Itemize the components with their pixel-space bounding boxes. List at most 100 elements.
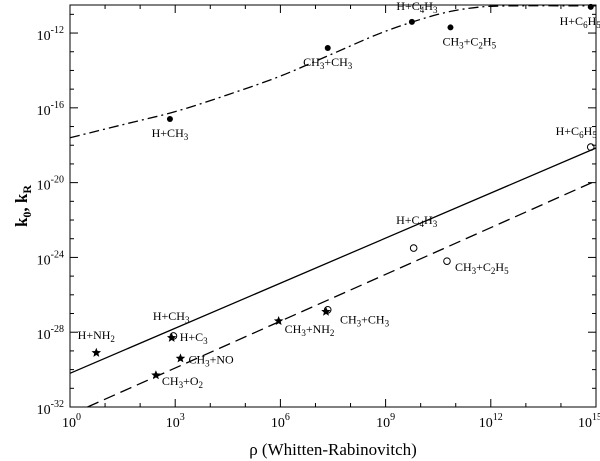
fit-line-dashed [87, 180, 597, 408]
point-label-subscript: 3 [301, 328, 306, 338]
x-tick-label: 106 [271, 412, 290, 431]
point-label-text: CH [303, 55, 320, 69]
point-label-text: +C [464, 34, 479, 48]
point-label-subscript: 3 [320, 61, 325, 71]
x-tick-label-base: 10 [271, 416, 285, 431]
point-label-text: H [495, 260, 504, 274]
point-label-text: CH [285, 322, 302, 336]
point-label-text: CH [455, 260, 472, 274]
point-label-text: H+C [396, 213, 419, 227]
plot-frame [69, 4, 597, 408]
point-label-subscript: 4 [420, 219, 425, 229]
point-label: H+C6H5 [556, 124, 598, 140]
data-point-star [166, 332, 177, 342]
point-label-subscript: 5 [592, 130, 597, 140]
x-tick-label-exponent: 12 [493, 412, 503, 423]
point-label-text: H [584, 124, 593, 138]
data-point-star [175, 353, 186, 363]
point-label-subscript: 3 [433, 5, 438, 15]
point-label-text: H+C [180, 330, 203, 344]
y-axis-label-sub1: 0 [20, 212, 34, 218]
point-label-subscript: 3 [348, 61, 353, 71]
data-point-filled [408, 18, 415, 25]
y-axis-label-main: k [12, 217, 31, 227]
y-tick-label-base: 10 [37, 403, 51, 418]
point-label-text: H+CH [153, 309, 185, 323]
x-tick-label-base: 10 [62, 416, 76, 431]
point-label-subscript: 5 [492, 40, 497, 50]
y-tick-label: 10-16 [37, 100, 64, 119]
x-tick-label-exponent: 6 [285, 412, 290, 423]
x-tick-label: 1012 [479, 412, 503, 431]
point-label-text: CH [162, 374, 179, 388]
point-label-subscript: 2 [491, 266, 496, 276]
point-label-subscript: 2 [330, 328, 335, 338]
data-point-filled [587, 3, 594, 10]
point-label: H+CH3 [152, 126, 189, 142]
point-label-subscript: 2 [110, 334, 115, 344]
point-label-text: +NH [306, 322, 330, 336]
point-label-text: +O [183, 374, 199, 388]
point-label-text: +C [476, 260, 491, 274]
y-tick-label-base: 10 [37, 179, 51, 194]
y-axis-label-sub2: R [20, 185, 34, 194]
y-tick-label-exponent: -24 [51, 249, 64, 260]
point-label-text: H+C [560, 14, 583, 28]
point-label-subscript: 3 [185, 315, 190, 325]
y-tick-label: 10-12 [37, 25, 64, 44]
y-tick-label: 10-24 [37, 249, 64, 268]
point-label-subscript: 5 [504, 266, 509, 276]
x-tick-label: 100 [62, 412, 81, 431]
data-point-filled [166, 116, 173, 123]
point-label-subscript: 2 [478, 40, 483, 50]
point-label-subscript: 3 [203, 336, 208, 346]
x-tick-label-exponent: 0 [76, 412, 81, 423]
point-label-text: CH [188, 352, 205, 366]
point-label: CH3+CH3 [340, 313, 390, 329]
y-tick-label: 10-20 [37, 175, 64, 194]
y-tick-label: 10-28 [37, 324, 64, 343]
x-tick-label-base: 10 [578, 416, 592, 431]
point-label-text: H+C [396, 0, 419, 13]
fit-line-dash-dot [69, 5, 597, 139]
point-label-text: H+C [556, 124, 579, 138]
point-label: CH3+C2H5 [442, 34, 496, 50]
y-tick-label-exponent: -20 [51, 175, 64, 186]
y-tick-label-exponent: -32 [51, 399, 64, 410]
point-label-text: H [588, 14, 597, 28]
x-tick-label: 103 [166, 412, 185, 431]
data-point-filled [324, 45, 331, 52]
point-label-text: H [424, 213, 433, 227]
point-label: CH3+NO [188, 352, 234, 368]
point-label-text: H+CH [152, 126, 184, 140]
data-point-star [91, 347, 102, 357]
x-tick-label-base: 10 [479, 416, 493, 431]
y-tick-label: 10-32 [37, 399, 64, 418]
point-label-subscript: 3 [472, 266, 477, 276]
point-label-text: CH [442, 34, 459, 48]
y-axis-label-sep: , k [12, 193, 31, 212]
point-label-subscript: 2 [199, 380, 204, 390]
point-label: H+C3 [180, 330, 208, 346]
data-point-star [273, 315, 284, 326]
y-tick-label-base: 10 [37, 29, 51, 44]
point-label-subscript: 3 [433, 219, 438, 229]
data-point-filled [447, 24, 454, 31]
point-label: H+CH3 [153, 309, 190, 325]
point-label: H+NH2 [78, 328, 115, 344]
point-label-text: H+NH [78, 328, 111, 342]
point-label-text: +CH [361, 313, 385, 327]
point-label: CH3+C2H5 [455, 260, 509, 276]
point-label-subscript: 6 [583, 20, 588, 30]
point-label-subscript: 3 [184, 132, 189, 142]
point-label-text: +NO [210, 352, 234, 366]
x-tick-label-exponent: 3 [180, 412, 185, 423]
x-tick-label-exponent: 15 [592, 412, 600, 423]
point-label-text: H [424, 0, 433, 13]
point-label-subscript: 5 [596, 20, 600, 30]
y-tick-label-exponent: -28 [51, 324, 64, 335]
point-labels: H+CH3CH3+CH3H+C4H3CH3+C2H5H+C6H5H+CH3H+C… [78, 0, 600, 390]
point-label-subscript: 3 [179, 380, 184, 390]
